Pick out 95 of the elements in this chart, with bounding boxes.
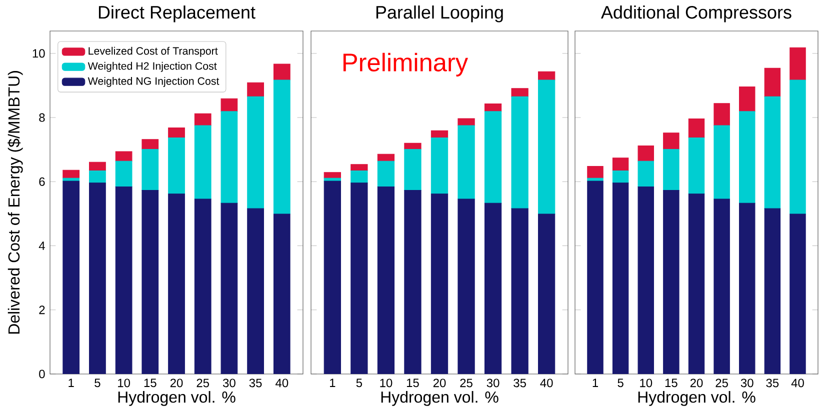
bar — [714, 103, 730, 126]
x-tick-label: 40 — [540, 378, 553, 388]
bar — [714, 125, 730, 200]
x-tick-label: 10 — [380, 378, 392, 388]
x-tick-label: 15 — [406, 378, 419, 388]
bar — [62, 170, 80, 178]
bar — [273, 80, 290, 214]
x-tick-label: 40 — [276, 378, 288, 388]
x-tick-label: 20 — [690, 378, 703, 388]
bar — [688, 118, 705, 138]
bar — [194, 113, 212, 126]
x-tick-label: 20 — [433, 378, 446, 388]
x-tick-label: 35 — [766, 378, 779, 388]
bar — [430, 137, 448, 194]
bar — [115, 160, 132, 188]
x-tick-label: 1 — [68, 378, 74, 387]
x-tick-label: 30 — [222, 378, 236, 388]
bar — [194, 125, 212, 200]
y-tick-label: 6 — [39, 177, 45, 186]
bar — [168, 128, 185, 138]
bar — [220, 98, 238, 112]
annotation: Preliminary — [343, 52, 468, 76]
x-tick-label: 15 — [665, 378, 678, 388]
bar — [739, 111, 756, 204]
x-tick-label: 5 — [356, 378, 362, 388]
bar — [350, 170, 368, 184]
bar — [739, 86, 756, 112]
x-tick-label: 5 — [618, 378, 624, 388]
x-tick-label: 40 — [791, 378, 804, 388]
x-axis-title: Hydrogen vol. % — [118, 391, 236, 406]
chart-title: Additional Compressors — [601, 5, 792, 22]
x-tick-label: 30 — [740, 378, 754, 388]
y-tick-label: 0 — [39, 370, 45, 378]
x-tick-label: 30 — [486, 378, 500, 388]
bar — [404, 142, 422, 150]
bar — [587, 166, 604, 178]
bar — [404, 149, 422, 191]
bar — [115, 151, 132, 162]
bar — [220, 111, 238, 204]
bar — [538, 71, 556, 80]
x-tick-label: 10 — [640, 378, 652, 388]
y-tick-label: 2 — [39, 306, 45, 314]
bar — [484, 111, 502, 204]
bar — [790, 80, 806, 214]
bar — [638, 145, 654, 162]
bar — [168, 137, 185, 194]
x-tick-label: 35 — [249, 378, 262, 388]
legend-label: Weighted NG Injection Cost — [88, 76, 220, 87]
x-tick-label: 5 — [94, 378, 100, 388]
y-tick-label: 4 — [38, 242, 45, 250]
bar — [89, 162, 106, 172]
chart-title: Direct Replacement — [98, 5, 256, 22]
bar — [350, 164, 368, 172]
bar — [511, 88, 528, 97]
bar — [377, 160, 395, 188]
bar — [247, 96, 264, 209]
legend-label: Levelized Cost of Transport — [88, 46, 218, 57]
x-tick-label: 20 — [170, 378, 183, 388]
x-tick-label: 15 — [144, 378, 156, 388]
bar — [688, 137, 705, 194]
bar — [511, 96, 528, 209]
y-tick-label: 10 — [32, 49, 45, 58]
bar — [764, 68, 781, 97]
bar — [663, 149, 680, 191]
bar — [377, 154, 395, 162]
x-axis-title: Hydrogen vol. % — [381, 391, 498, 406]
bar — [430, 130, 448, 138]
bar — [790, 47, 806, 80]
bar — [458, 125, 475, 200]
bar — [484, 103, 502, 112]
bar — [638, 160, 654, 188]
bar — [324, 172, 341, 178]
bar — [247, 82, 264, 97]
bar — [89, 170, 106, 184]
x-tick-label: 1 — [330, 378, 336, 387]
x-axis-title: Hydrogen vol. % — [638, 391, 756, 406]
bar — [663, 132, 680, 150]
bar — [142, 139, 159, 150]
bar — [458, 118, 475, 126]
bar — [612, 170, 629, 184]
bar — [142, 149, 159, 191]
chart-title: Parallel Looping — [376, 5, 503, 22]
x-tick-label: 1 — [592, 378, 598, 387]
x-tick-label: 25 — [716, 378, 728, 388]
bar — [612, 158, 629, 172]
bar — [538, 80, 556, 214]
y-axis-title: Delivered Cost of Energy ($/MMBTU) — [8, 71, 23, 334]
y-tick-label: 8 — [39, 113, 45, 122]
x-tick-label: 35 — [514, 378, 526, 388]
legend-label: Weighted H2 Injection Cost — [88, 62, 217, 72]
x-tick-label: 10 — [118, 378, 130, 388]
bar — [273, 64, 290, 80]
x-tick-label: 25 — [460, 378, 472, 388]
x-tick-label: 25 — [196, 378, 210, 388]
bar — [764, 96, 781, 209]
